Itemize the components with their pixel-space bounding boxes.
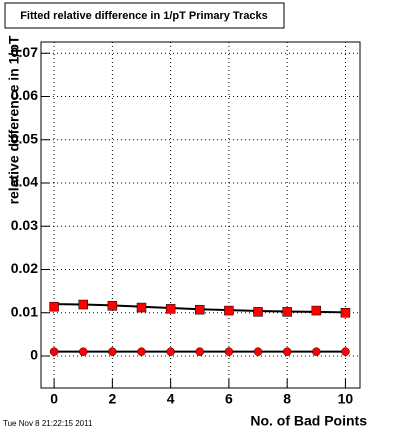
x-tick-label: 4 <box>167 391 175 407</box>
marker <box>312 347 321 356</box>
marker <box>136 302 147 313</box>
x-tick-label: 8 <box>283 391 291 407</box>
marker <box>253 307 263 317</box>
marker <box>195 347 205 356</box>
y-axis-label: relative difference in 1/pT <box>6 35 22 204</box>
marker <box>224 347 234 356</box>
marker <box>282 307 292 317</box>
marker <box>78 299 88 310</box>
marker <box>165 304 176 314</box>
x-tick-label: 10 <box>338 391 354 407</box>
marker <box>282 347 292 356</box>
y-tick-label: 0.07 <box>11 44 38 60</box>
chart-title: Fitted relative difference in 1/pT Prima… <box>20 10 268 22</box>
marker <box>78 347 88 356</box>
x-axis-label: No. of Bad Points <box>250 413 367 429</box>
x-tick-label: 6 <box>225 391 233 407</box>
y-tick-label: 0 <box>30 347 38 363</box>
y-tick-label: 0.04 <box>11 174 38 190</box>
y-tick-label: 0.05 <box>11 130 38 146</box>
marker <box>166 347 175 356</box>
marker <box>195 304 205 315</box>
y-tick-label: 0.06 <box>11 87 38 103</box>
title-box <box>4 2 285 29</box>
marker <box>49 347 59 356</box>
x-tick-label: 0 <box>50 391 58 407</box>
x-tick-label: 2 <box>108 391 116 407</box>
marker <box>137 347 146 356</box>
marker <box>108 347 117 356</box>
y-tick-label: 0.02 <box>11 260 38 276</box>
marker <box>340 307 351 318</box>
timestamp: Tue Nov 8 21:22:15 2011 <box>3 419 93 428</box>
marker <box>224 305 234 316</box>
marker <box>49 301 59 312</box>
marker <box>253 347 263 356</box>
marker <box>107 301 118 311</box>
marker <box>311 305 322 316</box>
y-tick-label: 0.01 <box>11 303 38 319</box>
marker <box>341 347 350 356</box>
y-tick-label: 0.03 <box>11 217 38 233</box>
frame <box>40 41 361 389</box>
